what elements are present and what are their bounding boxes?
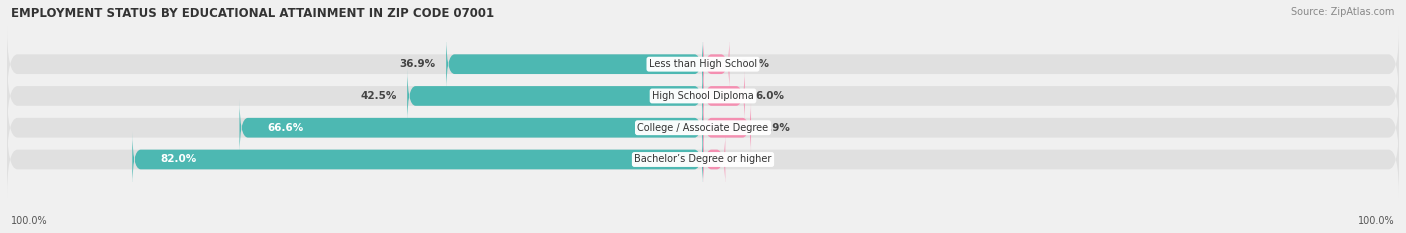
Text: 100.0%: 100.0% [11,216,48,226]
Text: 66.6%: 66.6% [267,123,304,133]
Text: 100.0%: 100.0% [1358,216,1395,226]
Text: 82.0%: 82.0% [160,154,197,164]
FancyBboxPatch shape [408,68,703,124]
FancyBboxPatch shape [446,36,703,93]
Text: EMPLOYMENT STATUS BY EDUCATIONAL ATTAINMENT IN ZIP CODE 07001: EMPLOYMENT STATUS BY EDUCATIONAL ATTAINM… [11,7,495,20]
FancyBboxPatch shape [703,99,751,156]
Text: 6.0%: 6.0% [755,91,785,101]
Text: 6.9%: 6.9% [762,123,790,133]
Text: 36.9%: 36.9% [399,59,436,69]
FancyBboxPatch shape [703,68,745,124]
Text: 42.5%: 42.5% [360,91,396,101]
FancyBboxPatch shape [7,58,1399,134]
FancyBboxPatch shape [132,131,703,188]
Text: Less than High School: Less than High School [650,59,756,69]
Legend: In Labor Force, Unemployed: In Labor Force, Unemployed [612,232,794,233]
FancyBboxPatch shape [239,99,703,156]
Text: College / Associate Degree: College / Associate Degree [637,123,769,133]
FancyBboxPatch shape [7,122,1399,197]
Text: Bachelor’s Degree or higher: Bachelor’s Degree or higher [634,154,772,164]
Text: 3.2%: 3.2% [735,154,765,164]
FancyBboxPatch shape [703,36,730,93]
Text: High School Diploma: High School Diploma [652,91,754,101]
FancyBboxPatch shape [7,26,1399,102]
FancyBboxPatch shape [7,90,1399,165]
Text: 3.8%: 3.8% [740,59,769,69]
FancyBboxPatch shape [703,131,725,188]
Text: Source: ZipAtlas.com: Source: ZipAtlas.com [1291,7,1395,17]
